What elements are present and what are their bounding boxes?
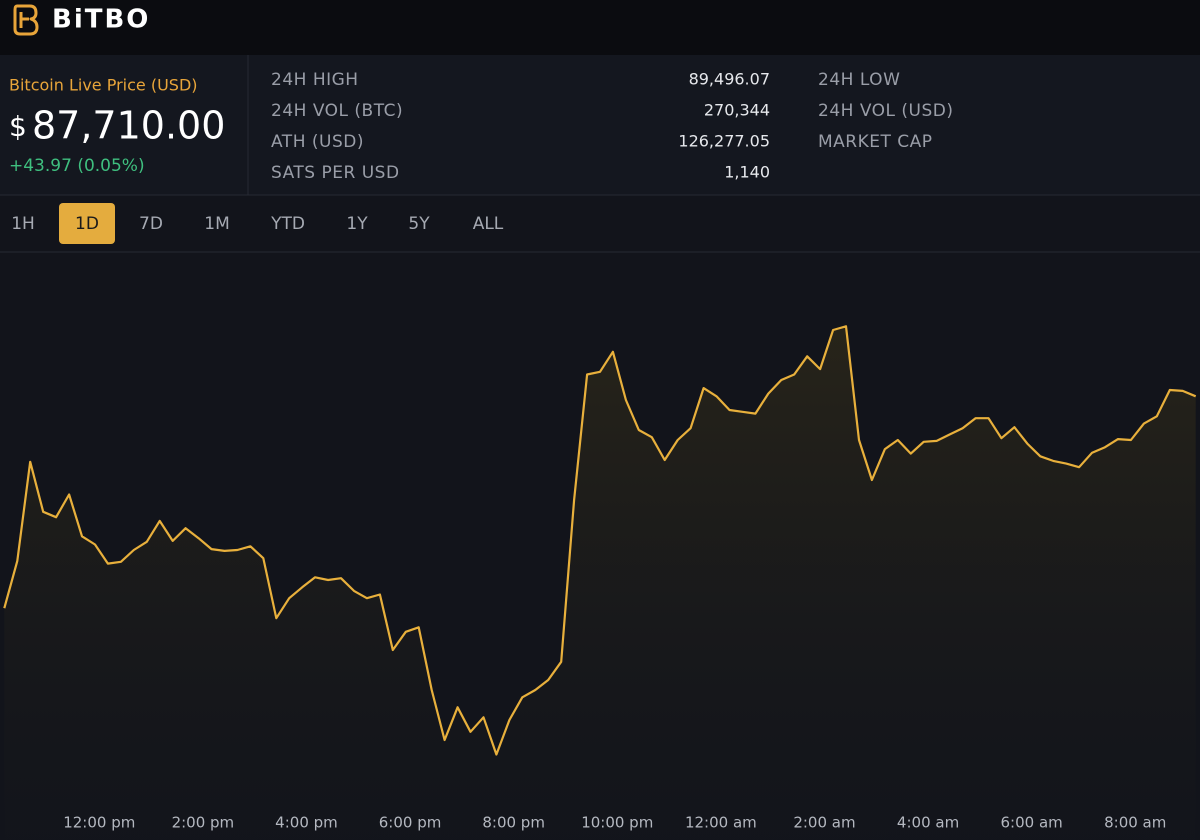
stat-label: MARKET CAP [818, 132, 933, 152]
stat-value: 126,277.05 [678, 132, 770, 151]
price-line [3, 325, 1197, 756]
tab[interactable]: 1M [204, 214, 229, 234]
x-tick-label: 4:00 pm [275, 814, 338, 832]
stats-panel [0, 55, 1200, 195]
tab[interactable]: 5Y [408, 214, 430, 234]
top-bar [0, 0, 1200, 55]
stat-label: ATH (USD) [271, 132, 364, 152]
price-value: 87,710.00 [32, 104, 225, 148]
tab[interactable]: 1D [75, 214, 99, 234]
stat-label: SATS PER USD [271, 163, 400, 183]
tab[interactable]: 1Y [346, 214, 368, 234]
x-tick-label: 4:00 am [897, 814, 959, 832]
x-tick-label: 6:00 am [1001, 814, 1063, 832]
x-tick-label: 12:00 am [685, 814, 757, 832]
tab[interactable]: 7D [139, 214, 163, 234]
area-fill [4, 326, 1196, 840]
stat-value: 89,496.07 [689, 70, 770, 89]
x-tick-label: 8:00 pm [482, 814, 545, 832]
stat-value: 270,344 [704, 101, 770, 120]
price-chart: 12:00 pm 2:00 pm 4:00 pm 6:00 pm 8:00 pm 10:0… [3, 325, 1197, 840]
x-tick-label: 12:00 pm [63, 814, 135, 832]
stat-label: 24H VOL (BTC) [271, 101, 403, 121]
logo-icon [13, 4, 39, 36]
x-tick-label: 8:00 am [1104, 814, 1166, 832]
stat-label: 24H HIGH [271, 70, 359, 90]
x-tick-label: 10:00 pm [581, 814, 653, 832]
tab[interactable]: 1H [11, 214, 35, 234]
stat-label: 24H VOL (USD) [818, 101, 954, 121]
tab-active-bg [59, 203, 115, 244]
range-tabs: 1H 1D 7D 1M YTD 1Y 5Y ALL [11, 203, 504, 244]
tab[interactable]: YTD [270, 214, 305, 234]
price-change: +43.97 (0.05%) [9, 156, 145, 176]
price-currency: $ [9, 110, 27, 143]
x-tick-label: 2:00 am [793, 814, 855, 832]
stat-value: 1,140 [724, 163, 770, 182]
price-label: Bitcoin Live Price (USD) [9, 76, 198, 95]
stats-grid: 24H HIGH 89,496.07 24H VOL (BTC) 270,344 ATH… [271, 70, 954, 184]
stat-label: 24H LOW [818, 70, 900, 90]
tab[interactable]: ALL [473, 214, 504, 234]
x-tick-label: 6:00 pm [379, 814, 442, 832]
x-tick-label: 2:00 pm [172, 814, 235, 832]
logo-text[interactable]: BiTBO [52, 5, 150, 35]
